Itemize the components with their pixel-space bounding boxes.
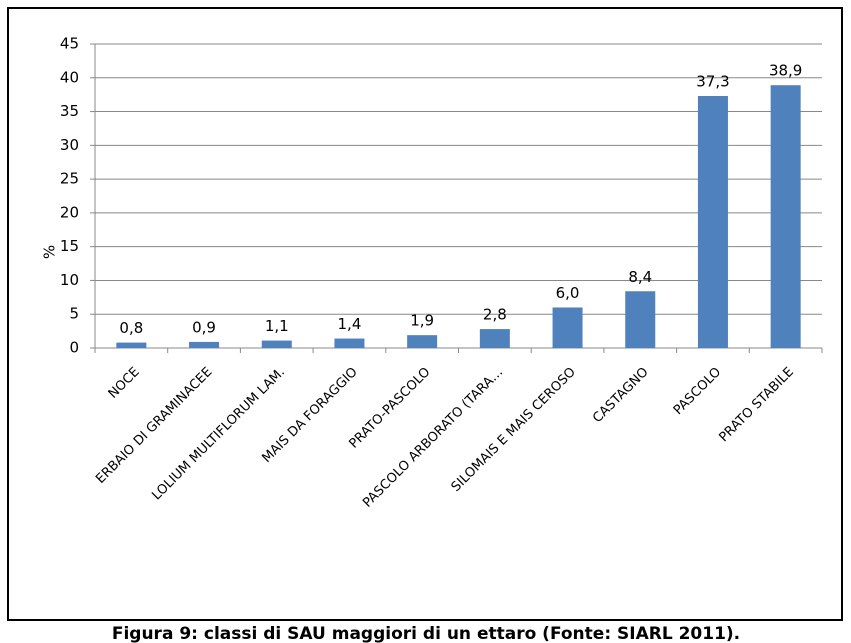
bar [479, 329, 510, 348]
bar [770, 85, 801, 348]
data-label: 0,8 [119, 319, 143, 337]
y-axis-label: % [41, 245, 59, 259]
data-label: 1,9 [410, 312, 434, 330]
bar [261, 340, 292, 348]
bar [189, 341, 220, 348]
x-tick-label: PRATO STABILE [716, 365, 796, 445]
data-label: 37,3 [696, 73, 729, 91]
caption: Figura 9: classi di SAU maggiori di un e… [112, 624, 740, 643]
x-tick-label: PASCOLO [671, 365, 724, 418]
data-label: 6,0 [556, 284, 580, 302]
bar [116, 342, 147, 348]
bar [625, 291, 656, 348]
y-tick-label: 35 [60, 102, 79, 120]
data-label: 0,9 [192, 318, 216, 336]
data-label: 1,1 [265, 317, 289, 335]
data-label: 38,9 [769, 62, 802, 80]
y-tick-label: 5 [69, 305, 79, 323]
y-tick-label: 40 [60, 68, 79, 86]
y-tick-label: 30 [60, 136, 79, 154]
bar [334, 338, 365, 348]
bar [407, 335, 438, 348]
y-tick-label: 0 [69, 339, 79, 357]
y-tick-label: 15 [60, 237, 79, 255]
x-tick-label: NOCE [106, 365, 143, 402]
bar [552, 307, 583, 348]
x-tick-label: ERBAIO DI GRAMINACEE [93, 365, 215, 487]
data-label: 8,4 [628, 268, 652, 286]
bar [697, 96, 728, 348]
frame [7, 7, 843, 621]
x-tick-label: LOLIUM MULTIFLORUM LAM. [149, 365, 288, 504]
x-tick-label: PASCOLO ARBORATO (TARA… [360, 365, 506, 511]
x-tick-label: CASTAGNO [590, 365, 651, 426]
y-tick-label: 45 [60, 35, 79, 53]
data-label: 1,4 [338, 315, 362, 333]
y-tick-label: 20 [60, 203, 79, 221]
y-tick-label: 10 [60, 271, 79, 289]
data-label: 2,8 [483, 306, 507, 324]
x-tick-label: SILOMAIS E MAIS CEROSO [449, 365, 579, 495]
y-tick-label: 25 [60, 170, 79, 188]
